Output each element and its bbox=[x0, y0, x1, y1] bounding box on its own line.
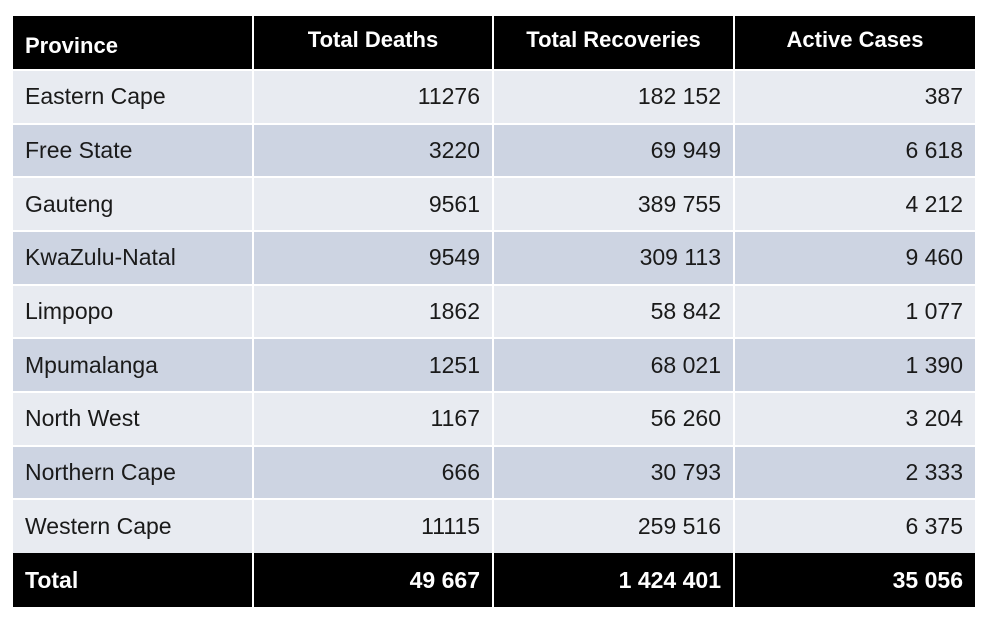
total-deaths-cell: 11115 bbox=[252, 498, 493, 553]
total-deaths-cell: 49 667 bbox=[252, 553, 493, 607]
table-row: Mpumalanga 1251 68 021 1 390 bbox=[13, 337, 975, 392]
table-row: Northern Cape 666 30 793 2 333 bbox=[13, 444, 975, 500]
active-cases-cell: 9 460 bbox=[733, 229, 975, 285]
province-stats-table: Province Total Deaths Total Recoveries A… bbox=[13, 16, 975, 607]
province-stats-table-container: Province Total Deaths Total Recoveries A… bbox=[13, 16, 975, 607]
table-row: Limpopo 1862 58 842 1 077 bbox=[13, 283, 975, 339]
header-row: Province Total Deaths Total Recoveries A… bbox=[13, 16, 975, 70]
total-deaths-cell: 9549 bbox=[252, 229, 493, 285]
total-deaths-cell: 3220 bbox=[252, 122, 493, 178]
column-header-province: Province bbox=[13, 16, 253, 70]
province-cell: Free State bbox=[13, 122, 253, 178]
total-deaths-cell: 1251 bbox=[252, 337, 493, 392]
total-deaths-cell: 1862 bbox=[252, 283, 493, 339]
total-row: Total 49 667 1 424 401 35 056 bbox=[13, 553, 975, 607]
province-cell: North West bbox=[13, 390, 253, 446]
total-label: Total bbox=[13, 553, 253, 607]
table-row: Gauteng 9561 389 755 4 212 bbox=[13, 176, 975, 231]
table-body: Eastern Cape 11276 182 152 387 Free State 322… bbox=[13, 69, 975, 553]
total-recoveries-cell: 1 424 401 bbox=[492, 553, 734, 607]
total-deaths-cell: 9561 bbox=[252, 176, 493, 231]
province-cell: Northern Cape bbox=[13, 444, 253, 500]
table-row: Eastern Cape 11276 182 152 387 bbox=[13, 69, 975, 124]
province-cell: Western Cape bbox=[13, 498, 253, 553]
total-recoveries-cell: 389 755 bbox=[492, 176, 734, 231]
province-cell: Eastern Cape bbox=[13, 69, 253, 124]
table-row: KwaZulu-Natal 9549 309 113 9 460 bbox=[13, 229, 975, 285]
active-cases-cell: 3 204 bbox=[733, 390, 975, 446]
province-cell: Gauteng bbox=[13, 176, 253, 231]
active-cases-cell: 6 618 bbox=[733, 122, 975, 178]
province-cell: Limpopo bbox=[13, 283, 253, 339]
total-recoveries-cell: 30 793 bbox=[492, 444, 734, 500]
column-header-total-recoveries: Total Recoveries bbox=[492, 16, 734, 70]
table-row: Western Cape 11115 259 516 6 375 bbox=[13, 498, 975, 553]
total-recoveries-cell: 68 021 bbox=[492, 337, 734, 392]
total-recoveries-cell: 182 152 bbox=[492, 69, 734, 124]
total-recoveries-cell: 69 949 bbox=[492, 122, 734, 178]
total-recoveries-cell: 56 260 bbox=[492, 390, 734, 446]
active-cases-cell: 1 390 bbox=[733, 337, 975, 392]
total-deaths-cell: 666 bbox=[252, 444, 493, 500]
total-deaths-cell: 1167 bbox=[252, 390, 493, 446]
column-header-total-deaths: Total Deaths bbox=[252, 16, 493, 70]
total-recoveries-cell: 309 113 bbox=[492, 229, 734, 285]
total-recoveries-cell: 259 516 bbox=[492, 498, 734, 553]
active-cases-cell: 6 375 bbox=[733, 498, 975, 553]
province-cell: Mpumalanga bbox=[13, 337, 253, 392]
active-cases-cell: 387 bbox=[733, 69, 975, 124]
total-recoveries-cell: 58 842 bbox=[492, 283, 734, 339]
table-row: North West 1167 56 260 3 204 bbox=[13, 390, 975, 446]
column-header-active-cases: Active Cases bbox=[733, 16, 975, 70]
active-cases-cell: 1 077 bbox=[733, 283, 975, 339]
total-active-cases-cell: 35 056 bbox=[733, 553, 975, 607]
total-deaths-cell: 11276 bbox=[252, 69, 493, 124]
province-cell: KwaZulu-Natal bbox=[13, 229, 253, 285]
active-cases-cell: 2 333 bbox=[733, 444, 975, 500]
active-cases-cell: 4 212 bbox=[733, 176, 975, 231]
table-row: Free State 3220 69 949 6 618 bbox=[13, 122, 975, 178]
